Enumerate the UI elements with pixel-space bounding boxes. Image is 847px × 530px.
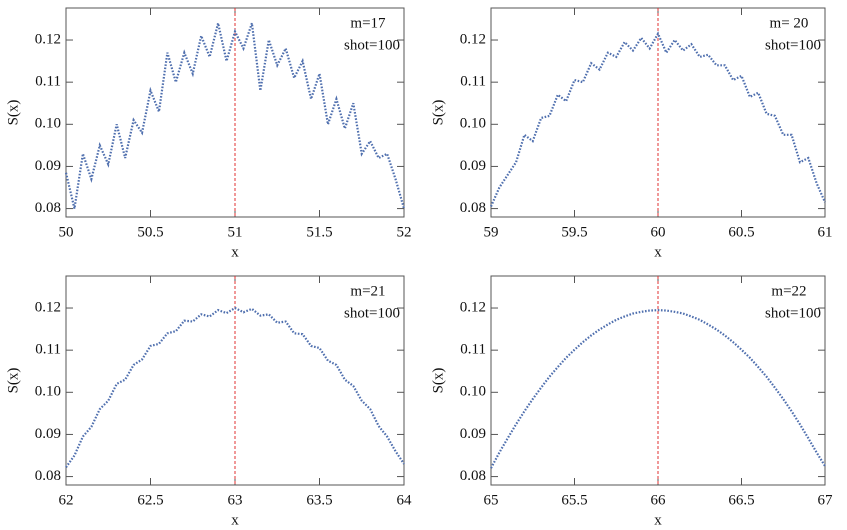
x-tick-label: 66.5: [728, 492, 754, 508]
annotation: shot=100: [344, 37, 400, 53]
x-tick-label: 51.5: [306, 224, 332, 240]
x-tick-label: 63.5: [306, 492, 332, 508]
y-axis-label: S(x): [430, 100, 446, 126]
y-axis-label: S(x): [430, 368, 446, 394]
y-axis-label: S(x): [5, 100, 21, 126]
x-tick-label: 50.5: [137, 224, 163, 240]
y-tick-label: 0.09: [460, 158, 486, 174]
y-axis-label: S(x): [5, 368, 21, 394]
y-tick-label: 0.11: [460, 74, 486, 90]
x-axis-label: x: [231, 512, 239, 528]
annotation: m=22: [771, 283, 806, 299]
panel: 62 62.5 63 63.5 64 0.08 0.09 0.10 0.11 0.12 x S(x) m…: [5, 275, 413, 528]
y-tick-label: 0.10: [35, 116, 61, 132]
y-tick-label: 0.08: [35, 468, 61, 484]
data-line: [65, 306, 405, 468]
x-tick-label: 59.5: [561, 224, 587, 240]
x-axis-label: x: [654, 244, 662, 260]
y-tick-label: 0.11: [460, 342, 486, 358]
annotation: shot=100: [344, 305, 400, 321]
panel: 59 59.5 60 60.5 61 0.08 0.09 0.10 0.11 0.12 x S(x) m…: [430, 7, 833, 260]
x-tick-label: 65.5: [561, 492, 587, 508]
y-tick-label: 0.10: [460, 384, 486, 400]
annotation: shot=100: [765, 305, 821, 321]
y-tick-label: 0.11: [35, 74, 61, 90]
x-tick-label: 63: [228, 492, 243, 508]
x-tick-label: 60: [651, 224, 666, 240]
y-tick-label: 0.08: [35, 200, 61, 216]
x-tick-label: 60.5: [728, 224, 754, 240]
y-tick-label: 0.09: [460, 426, 486, 442]
x-tick-label: 62: [59, 492, 74, 508]
panel: 65 65.5 66 66.5 67 0.08 0.09 0.10 0.11 0.12 x S(x) m…: [430, 275, 834, 528]
x-axis-label: x: [231, 244, 239, 260]
x-tick-label: 65: [484, 492, 499, 508]
x-axis-label: x: [654, 512, 662, 528]
annotation: m= 20: [770, 15, 809, 31]
y-tick-label: 0.10: [460, 116, 486, 132]
x-tick-label: 67: [818, 492, 834, 508]
annotation: m=21: [350, 283, 385, 299]
y-tick-label: 0.08: [460, 200, 486, 216]
y-tick-label: 0.09: [35, 158, 61, 174]
x-tick-label: 62.5: [137, 492, 163, 508]
x-tick-label: 66: [651, 492, 667, 508]
x-tick-label: 64: [397, 492, 413, 508]
x-tick-label: 51: [228, 224, 243, 240]
data-line: [64, 22, 406, 209]
annotation: m=17: [350, 15, 386, 31]
x-tick-label: 52: [397, 224, 412, 240]
y-tick-label: 0.11: [35, 342, 61, 358]
y-tick-label: 0.12: [35, 31, 61, 47]
y-tick-label: 0.10: [35, 384, 61, 400]
panel: 50 50.5 51 51.5 52 0.08 0.09 0.10 0.11 0.12 x S(x) m…: [5, 7, 412, 260]
data-line: [489, 31, 827, 207]
x-tick-label: 50: [59, 224, 74, 240]
data-line: [490, 309, 826, 469]
x-tick-label: 61: [818, 224, 833, 240]
y-tick-label: 0.09: [35, 426, 61, 442]
y-tick-label: 0.12: [35, 299, 61, 315]
annotation: shot=100: [765, 37, 821, 53]
x-tick-label: 59: [484, 224, 499, 240]
y-tick-label: 0.12: [460, 299, 486, 315]
y-tick-label: 0.12: [460, 31, 486, 47]
y-tick-label: 0.08: [460, 468, 486, 484]
